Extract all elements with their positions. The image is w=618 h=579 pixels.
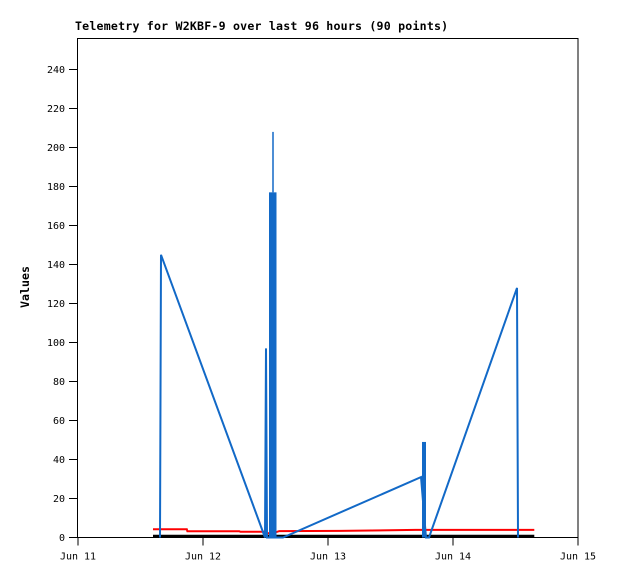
series-bar-channel-blue (269, 192, 277, 538)
y-tick-label: 0 (59, 533, 65, 544)
x-tick-label: Jun 15 (560, 552, 596, 563)
y-tick-label: 100 (47, 338, 65, 349)
plot-border (77, 38, 579, 538)
y-tick-label: 20 (53, 494, 65, 505)
y-tick-label: 120 (47, 299, 65, 310)
y-tick-label: 220 (47, 104, 65, 115)
y-tick-label: 60 (53, 416, 65, 427)
y-tick-label: 160 (47, 221, 65, 232)
x-tick-label: Jun 11 (60, 552, 96, 563)
x-tick-label: Jun 12 (185, 552, 221, 563)
y-tick-label: 200 (47, 143, 65, 154)
y-tick-label: 40 (53, 455, 65, 466)
x-tick-label: Jun 13 (310, 552, 346, 563)
y-tick-label: 80 (53, 377, 65, 388)
series-line-channel-blue (159, 254, 519, 539)
y-tick-label: 140 (47, 260, 65, 271)
y-axis-label: Values (18, 266, 32, 308)
chart-title: Telemetry for W2KBF-9 over last 96 hours… (75, 19, 449, 33)
series-line-channel-red (153, 528, 535, 536)
y-tick-label: 180 (47, 182, 65, 193)
y-tick-label: 240 (47, 65, 65, 76)
x-tick-label: Jun 14 (435, 552, 471, 563)
series-bar-channel-blue (422, 441, 426, 538)
